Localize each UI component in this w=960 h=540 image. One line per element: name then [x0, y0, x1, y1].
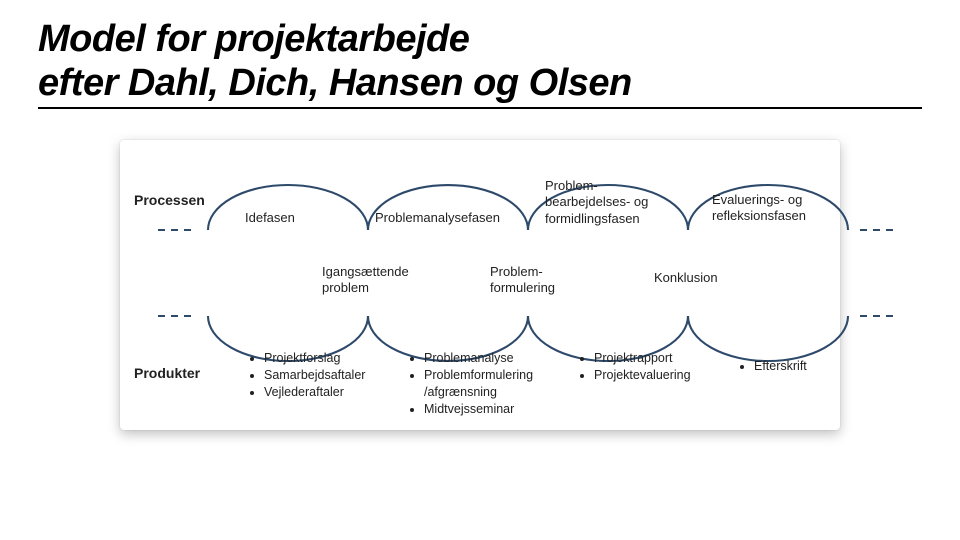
- product-item: Vejlederaftaler: [264, 384, 400, 401]
- product-item: Samarbejdsaftaler: [264, 367, 400, 384]
- product-item: Problemformulering /afgrænsning: [424, 367, 570, 401]
- row-label-processen: Processen: [134, 192, 205, 210]
- products-col-3: ProjektrapportProjektevaluering: [580, 350, 730, 384]
- phase-2-label: Problemanalysefasen: [375, 210, 500, 226]
- phase-4-label: Evaluerings- og refleksionsfasen: [712, 192, 806, 225]
- title-line-2: efter Dahl, Dich, Hansen og Olsen: [38, 62, 632, 104]
- product-item: Midtvejsseminar: [424, 401, 570, 418]
- products-col-4: Efterskrift: [740, 358, 840, 375]
- row-label-produkter: Produkter: [134, 365, 200, 383]
- product-item: Efterskrift: [754, 358, 840, 375]
- product-item: Problemanalyse: [424, 350, 570, 367]
- diagram-container: Processen Produkter Idefasen Problemanal…: [120, 140, 840, 430]
- phase-1-label: Idefasen: [245, 210, 295, 226]
- slide: Model for projektarbejde efter Dahl, Dic…: [0, 0, 960, 540]
- intersection-1-label: Igangsættende problem: [322, 264, 409, 297]
- product-item: Projektevaluering: [594, 367, 730, 384]
- products-col-2: ProblemanalyseProblemformulering /afgræn…: [410, 350, 570, 418]
- title-line-1: Model for projektarbejde: [38, 18, 469, 60]
- phase-3-label: Problem- bearbejdelses- og formidlingsfa…: [545, 178, 648, 227]
- intersection-3-label: Konklusion: [654, 270, 718, 286]
- product-item: Projektrapport: [594, 350, 730, 367]
- intersection-2-label: Problem- formulering: [490, 264, 555, 297]
- products-col-1: ProjektforslagSamarbejdsaftalerVejledera…: [250, 350, 400, 401]
- page-title: Model for projektarbejde efter Dahl, Dic…: [38, 18, 922, 109]
- product-item: Projektforslag: [264, 350, 400, 367]
